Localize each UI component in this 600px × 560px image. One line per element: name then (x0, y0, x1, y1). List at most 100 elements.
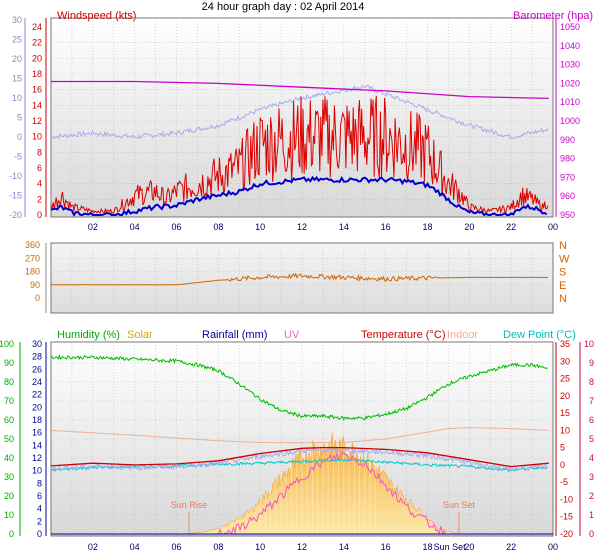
dir-compass-label: N (559, 293, 567, 305)
clim-x-tick-label: 16 (381, 542, 391, 552)
clim-right-tick-label: 35 (560, 339, 570, 349)
wind-outer-tick-label: -15 (9, 191, 22, 201)
clim-right-outer-tick-label: 4 (589, 453, 594, 463)
clim-left-tick-label: 10 (32, 466, 42, 476)
wind-left-tick-label: 2 (37, 194, 42, 204)
temperature-spread-series (50, 447, 549, 473)
wind-right-tick-label: 1020 (560, 78, 580, 88)
wind-right-tick-label: 1000 (560, 116, 580, 126)
wind-left-tick-label: 4 (37, 179, 42, 189)
dir-compass-label: N (559, 240, 567, 252)
wind-left-tick-label: 18 (32, 69, 42, 79)
clim-right-tick-label: 10 (560, 425, 570, 435)
clim-right-outer-tick-label: 0 (589, 529, 594, 539)
wind-outer-tick-label: 25 (12, 35, 22, 45)
clim-left-tick-label: 4 (37, 504, 42, 514)
clim-outer-tick-label: 20 (4, 491, 14, 501)
clim-right-tick-label: 20 (560, 391, 570, 401)
wind-left-tick-label: 16 (32, 85, 42, 95)
wind-left-tick-label: 22 (32, 38, 42, 48)
clim-right-tick-label: -20 (560, 529, 573, 539)
clim-x-tick-label: 06 (171, 542, 181, 552)
clim-left-tick-label: 2 (37, 516, 42, 526)
wind-x-tick-label: 16 (381, 222, 391, 232)
clim-left-tick-label: 0 (37, 529, 42, 539)
wind-right-tick-label: 950 (560, 210, 575, 220)
clim-right-tick-label: 30 (560, 356, 570, 366)
clim-right-outer-tick-label: 9 (589, 358, 594, 368)
wind-right-tick-label: 1010 (560, 97, 580, 107)
barometer-series (51, 80, 549, 100)
wind-outer-tick-label: 30 (12, 15, 22, 25)
legend-indoor: Indoor (447, 329, 479, 341)
dir-left-tick-label: 0 (35, 293, 40, 303)
clim-x-tick-label: 00 (548, 542, 558, 552)
wind-x-tick-label: 22 (506, 222, 516, 232)
wind-x-tick-label: 12 (297, 222, 307, 232)
dir-left-tick-label: 270 (25, 253, 40, 263)
dir-compass-label: S (559, 267, 566, 279)
wind-x-tick-label: 14 (339, 222, 349, 232)
clim-outer-tick-label: 50 (4, 434, 14, 444)
clim-right-tick-label: 15 (560, 408, 570, 418)
temperature-series (50, 446, 549, 468)
legend-rainfall: Rainfall (mm) (202, 329, 267, 341)
wind-outer-tick-label: -20 (9, 210, 22, 220)
dir-compass-label: E (559, 280, 566, 292)
wind-x-tick-label: 20 (464, 222, 474, 232)
sun-rise-annotation: Sun Rise (171, 500, 208, 510)
dir-compass-label: W (559, 253, 570, 265)
clim-right-tick-label: -15 (560, 512, 573, 522)
wind-x-tick-label: 00 (548, 222, 558, 232)
clim-right-outer-tick-label: 7 (589, 396, 594, 406)
wind-left-tick-label: 14 (32, 100, 42, 110)
panel-direction-bg (50, 242, 554, 314)
clim-outer-tick-label: 10 (4, 510, 14, 520)
temperature-trace (50, 84, 549, 140)
wind-outer-tick-label: -10 (9, 171, 22, 181)
legend-dewpoint: Dew Point (°C) (503, 329, 576, 341)
clim-outer-tick-label: 80 (4, 377, 14, 387)
legend-solar: Solar (127, 329, 153, 341)
clim-right-outer-tick-label: 2 (589, 491, 594, 501)
clim-x-tick-label: Sun Set (434, 542, 467, 552)
wind-outer-tick-label: 5 (17, 113, 22, 123)
series-layer: Sun Rise Sun Set (50, 80, 553, 536)
clim-right-outer-tick-label: 6 (589, 415, 594, 425)
wind-right-tick-label: 960 (560, 191, 575, 201)
clim-left-tick-label: 14 (32, 440, 42, 450)
axis-layer: 302520151050-5-10-15-2024222018161412108… (0, 15, 594, 552)
clim-x-tick-label: 12 (297, 542, 307, 552)
clim-left-tick-label: 12 (32, 453, 42, 463)
clim-right-outer-tick-label: 10 (584, 339, 594, 349)
dir-left-tick-label: 90 (30, 280, 40, 290)
wind-left-tick-label: 8 (37, 147, 42, 157)
legend-barometer: Barometer (hpa) (513, 10, 593, 22)
clim-x-tick-label: 14 (339, 542, 349, 552)
clim-left-tick-label: 22 (32, 390, 42, 400)
wind-x-tick-label: 02 (88, 222, 98, 232)
clim-x-tick-label: 10 (255, 542, 265, 552)
legend-humidity: Humidity (%) (57, 329, 120, 341)
sun-set-annotation: Sun Set (443, 500, 476, 510)
clim-outer-tick-label: 0 (9, 529, 14, 539)
wind-left-tick-label: 20 (32, 53, 42, 63)
wind-right-tick-label: 1050 (560, 22, 580, 32)
clim-right-tick-label: 25 (560, 374, 570, 384)
clim-left-tick-label: 18 (32, 415, 42, 425)
wind-right-tick-label: 990 (560, 135, 575, 145)
uv-series (217, 451, 448, 536)
clim-outer-tick-label: 30 (4, 472, 14, 482)
wind-left-tick-label: 24 (32, 22, 42, 32)
wind-direction-series (50, 272, 549, 286)
wind-left-tick-label: 6 (37, 163, 42, 173)
wind-right-tick-label: 1040 (560, 41, 580, 51)
dir-left-tick-label: 360 (25, 240, 40, 250)
clim-outer-tick-label: 70 (4, 396, 14, 406)
windspeed-gust-series (50, 95, 549, 215)
clim-outer-tick-label: 60 (4, 415, 14, 425)
clim-right-outer-tick-label: 5 (589, 434, 594, 444)
clim-left-tick-label: 16 (32, 428, 42, 438)
wind-x-tick-label: 10 (255, 222, 265, 232)
